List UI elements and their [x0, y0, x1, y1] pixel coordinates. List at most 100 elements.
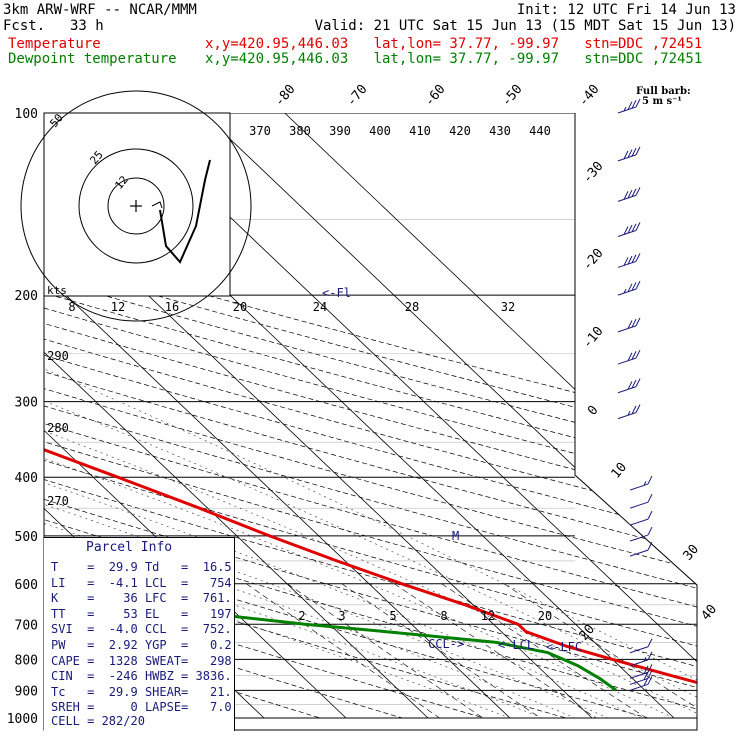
- hodograph-trace: [159, 159, 211, 264]
- wind-barb-flag: [647, 493, 653, 503]
- parcel-row: Tc = 29.9 SHEAR= 21.: [51, 684, 232, 699]
- theta-side-label: 290: [47, 349, 69, 363]
- wind-barb-flag: [627, 283, 633, 293]
- theta-label: 370: [249, 124, 271, 138]
- wind-barb-upper: [617, 222, 641, 237]
- wind-barb-upper: [617, 280, 641, 296]
- model-title: 3km ARW-WRF -- NCAR/MMM: [3, 2, 197, 18]
- parcel-row: CAPE = 1328 SWEAT= 298: [51, 654, 232, 668]
- mixing-ratio-label: 2: [298, 609, 305, 623]
- wind-barb-flag: [635, 222, 641, 231]
- mixing-ratio-label: 12: [481, 609, 495, 623]
- wind-barb-half: [643, 481, 647, 486]
- wind-barb-lower: [629, 475, 653, 491]
- wind-barb-flag: [627, 149, 633, 158]
- level-marker-lfc: <-LFC: [546, 640, 582, 654]
- wind-barb-staff: [617, 230, 637, 237]
- wind-barb-lower: [629, 676, 653, 691]
- storm-motion-marker: [151, 201, 163, 209]
- parcel-row: SREH = 0 LAPSE= 7.0: [51, 700, 232, 714]
- mixing-ratio-line: [503, 583, 697, 719]
- parcel-value: 16.5: [188, 560, 232, 574]
- isotherm-line: [44, 113, 511, 719]
- wind-barb-lower: [629, 651, 653, 667]
- theta-label: 410: [409, 124, 431, 138]
- dewpoint-profile: [44, 113, 618, 692]
- mixing-ratio-line: [341, 583, 541, 719]
- wind-barb-flag: [635, 317, 641, 327]
- pressure-tick-label: 500: [15, 530, 38, 545]
- parcel-row: TT = 53 EL = 197: [51, 607, 232, 621]
- pressure-tick-label: 100: [15, 107, 38, 122]
- wind-barb-flag: [643, 671, 649, 680]
- parcel-key: CCL =: [144, 622, 189, 637]
- forecast-hour: 33 h: [70, 18, 104, 34]
- wind-barb-flag: [631, 351, 637, 360]
- wind-barb-flag: [631, 379, 637, 389]
- pressure-tick-label: 400: [15, 471, 38, 486]
- parcel-key: LFC =: [144, 591, 189, 606]
- hodograph-speed-label: 20: [233, 300, 247, 314]
- moist-adiabat-line: [44, 342, 642, 719]
- parcel-key: SVI =: [51, 622, 95, 637]
- moist-adiabat-line: [44, 294, 697, 719]
- mixing-ratio-label: 3: [338, 609, 345, 623]
- wind-barb-flag: [631, 148, 637, 157]
- parcel-value: -246: [94, 669, 145, 684]
- hodograph-ring: [107, 177, 165, 235]
- theta-label: 390: [329, 124, 351, 138]
- wind-barb-staff: [617, 325, 637, 333]
- dry-adiabat-line: [44, 113, 697, 719]
- isotherm-label: 0: [585, 403, 602, 419]
- theta-label: 430: [489, 124, 511, 138]
- isotherm-label: -80: [272, 82, 299, 110]
- wind-barb-staff: [617, 154, 637, 162]
- parcel-value: 29.9: [94, 684, 145, 699]
- wind-barb-staff: [629, 646, 649, 654]
- moist-adiabat-line: [44, 301, 675, 719]
- init-time: Init: 12 UTC Fri 14 Jun 13: [516, 2, 736, 18]
- wind-barb-flag: [627, 381, 633, 390]
- isotherm-label: -10: [580, 324, 607, 352]
- theta-label: 420: [449, 124, 471, 138]
- dewpoint-location: x,y=420.95,446.03 lat,lon= 37.77, -99.97…: [205, 51, 703, 67]
- pressure-tick-label: 1000: [7, 712, 38, 727]
- level-marker-ccl: CCL->: [428, 637, 464, 651]
- wind-barb-lower: [629, 510, 653, 526]
- wind-barb-half: [623, 106, 627, 112]
- parcel-row: CIN = -246 HWBZ = 3836.: [51, 669, 232, 684]
- theta-label: 440: [529, 124, 551, 138]
- isotherm-label: -30: [580, 159, 607, 187]
- pressure-tick-label: 800: [15, 653, 38, 668]
- wind-barb-upper: [617, 349, 641, 365]
- pressure-tick-label: 900: [15, 684, 38, 699]
- parcel-key: CIN =: [51, 669, 95, 684]
- parcel-key: LCL =: [144, 575, 189, 590]
- level-marker-lcl: <-LCL: [498, 638, 534, 652]
- wind-barb-staff: [617, 412, 637, 420]
- wind-barb-lower: [629, 493, 653, 509]
- parcel-row: SVI = -4.0 CCL = 752.: [51, 622, 232, 637]
- wind-barb-flag: [623, 150, 629, 160]
- wind-barb-staff: [629, 659, 649, 667]
- wind-barb-flag: [631, 318, 637, 328]
- mixing-ratio-label: 5: [389, 609, 396, 623]
- wind-barb-flag: [635, 98, 641, 108]
- isotherm-line: [202, 113, 697, 719]
- level-marker-fl: <-Fl: [322, 286, 351, 300]
- mixing-ratio-line: [287, 583, 484, 719]
- wind-barb-upper: [617, 187, 641, 202]
- isotherm-label: -40: [576, 82, 603, 110]
- pressure-tick-label: 300: [15, 396, 38, 411]
- wind-barb-flag: [627, 189, 633, 199]
- wind-barb-staff: [617, 357, 637, 365]
- wind-barb-staff: [617, 288, 637, 296]
- mixing-ratio-line: [246, 583, 440, 719]
- valid-time: Valid: 21 UTC Sat 15 Jun 13 (15 MDT Sat …: [314, 18, 736, 34]
- wind-barb-flag: [627, 255, 633, 265]
- mixing-ratio-label: 8: [440, 609, 447, 623]
- parcel-value: -4.1: [94, 575, 145, 590]
- wind-barb-flag: [631, 100, 637, 109]
- isotherm-line: [44, 113, 429, 719]
